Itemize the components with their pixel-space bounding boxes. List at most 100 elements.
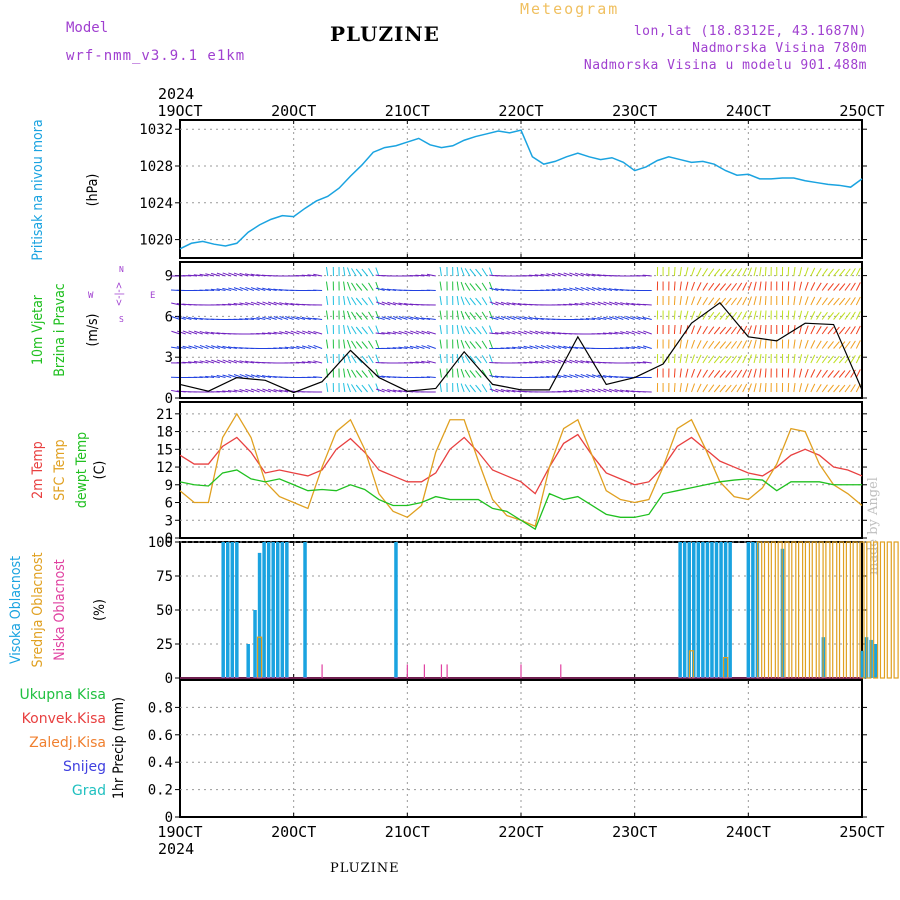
x-tick-label-bottom: 21OCT bbox=[385, 823, 430, 841]
model-name: wrf-nmm_v3.9.1 e1km bbox=[66, 48, 246, 64]
wind-barb bbox=[262, 375, 272, 378]
wind-barb bbox=[464, 311, 471, 320]
wind-barb bbox=[464, 355, 471, 364]
wind-barb bbox=[256, 374, 266, 378]
wind-barb bbox=[233, 359, 243, 364]
wind-barb bbox=[325, 267, 329, 277]
wind-barb bbox=[713, 312, 721, 320]
y-tick-label: 15 bbox=[156, 442, 173, 458]
wind-barb bbox=[273, 331, 283, 335]
wind-barb bbox=[608, 375, 618, 378]
wind-barb bbox=[481, 355, 488, 364]
wind-barb bbox=[495, 301, 505, 306]
wind-barb bbox=[404, 346, 414, 349]
wind-barb bbox=[469, 341, 476, 349]
wind-barb bbox=[273, 288, 283, 291]
wind-barb bbox=[713, 297, 721, 306]
wind-barb bbox=[193, 360, 203, 364]
wind-barb bbox=[456, 310, 459, 320]
wind-barb bbox=[793, 354, 796, 364]
wind-barb bbox=[469, 268, 476, 277]
wind-barb bbox=[742, 311, 748, 320]
wind-barb bbox=[361, 384, 368, 393]
precip-legend-4: Grad bbox=[72, 783, 106, 799]
wind-barb bbox=[488, 267, 494, 277]
wind-barb bbox=[267, 301, 277, 306]
wind-barb bbox=[343, 267, 346, 277]
wind-barb bbox=[736, 384, 743, 393]
wind-barb bbox=[244, 317, 254, 320]
wind-barb bbox=[387, 316, 397, 320]
wind-barb bbox=[753, 354, 757, 364]
wind-barb bbox=[346, 339, 351, 349]
wind-barb bbox=[460, 296, 465, 306]
wind-barb bbox=[719, 370, 727, 378]
wind-barb bbox=[228, 287, 237, 291]
wind-barb bbox=[404, 330, 414, 335]
wind-barb bbox=[529, 361, 539, 364]
wind-barb bbox=[586, 286, 596, 291]
wind-barb bbox=[833, 312, 840, 320]
wind-barb bbox=[368, 369, 374, 378]
wind-barb bbox=[464, 369, 471, 378]
wind-barb bbox=[176, 346, 186, 349]
wind-barb bbox=[844, 355, 851, 364]
wind-barb bbox=[456, 339, 459, 349]
wind-barb bbox=[810, 340, 816, 349]
wind-barb bbox=[626, 316, 635, 320]
wind-barb bbox=[512, 389, 522, 393]
wind-barb bbox=[488, 296, 494, 306]
wind-barb bbox=[267, 316, 277, 320]
wind-barb bbox=[725, 268, 732, 277]
wind-barb bbox=[250, 301, 260, 306]
wind-barb bbox=[393, 315, 402, 320]
wind-barb bbox=[307, 317, 317, 320]
cloud-bar bbox=[225, 542, 230, 678]
wind-barb bbox=[810, 325, 816, 335]
wind-barb bbox=[730, 384, 738, 393]
cloud-bar bbox=[394, 542, 398, 678]
wind-barb bbox=[804, 296, 809, 306]
wind-barb bbox=[816, 384, 822, 393]
cloud-bar bbox=[710, 542, 714, 678]
wind-barb bbox=[580, 389, 590, 393]
wind-barb bbox=[409, 316, 419, 320]
wind-barb bbox=[343, 281, 346, 291]
wind-barb bbox=[591, 317, 601, 320]
wind-barb bbox=[227, 346, 237, 349]
wind-barb bbox=[343, 354, 346, 364]
wind-barb bbox=[290, 316, 300, 320]
wind-barb bbox=[702, 384, 708, 393]
wind-barb bbox=[256, 301, 266, 306]
wind-barb bbox=[580, 318, 590, 320]
wind-barb bbox=[325, 339, 329, 349]
wind-barb bbox=[827, 384, 834, 393]
wind-barb bbox=[804, 310, 809, 320]
wind-barb bbox=[742, 296, 748, 306]
wind-barb bbox=[211, 359, 220, 364]
wind-barb bbox=[719, 283, 727, 291]
wind-barb bbox=[176, 302, 186, 306]
wind-barb bbox=[456, 368, 459, 378]
wind-barb bbox=[833, 384, 840, 393]
cloud-bar bbox=[276, 542, 280, 678]
cloud-bar bbox=[852, 541, 858, 679]
wind-barb bbox=[439, 281, 442, 291]
wind-barb bbox=[730, 326, 738, 335]
wind-barb bbox=[798, 325, 803, 335]
wind-barb bbox=[199, 330, 209, 335]
wind-barb bbox=[810, 296, 816, 306]
wind-barb bbox=[838, 312, 846, 320]
wind-barb bbox=[343, 383, 346, 393]
wind-barb bbox=[488, 354, 494, 364]
wind-barb bbox=[725, 355, 732, 364]
wind-barb bbox=[481, 297, 488, 306]
wind-barb bbox=[375, 287, 385, 291]
wind-barb bbox=[351, 340, 357, 349]
wind-barb bbox=[620, 302, 630, 306]
wind-barb bbox=[199, 376, 209, 378]
wind-barb bbox=[850, 297, 856, 306]
wind-barb bbox=[460, 368, 465, 378]
x-tick-label-bottom: 25OCT bbox=[839, 823, 884, 841]
wind-barb bbox=[267, 388, 277, 393]
